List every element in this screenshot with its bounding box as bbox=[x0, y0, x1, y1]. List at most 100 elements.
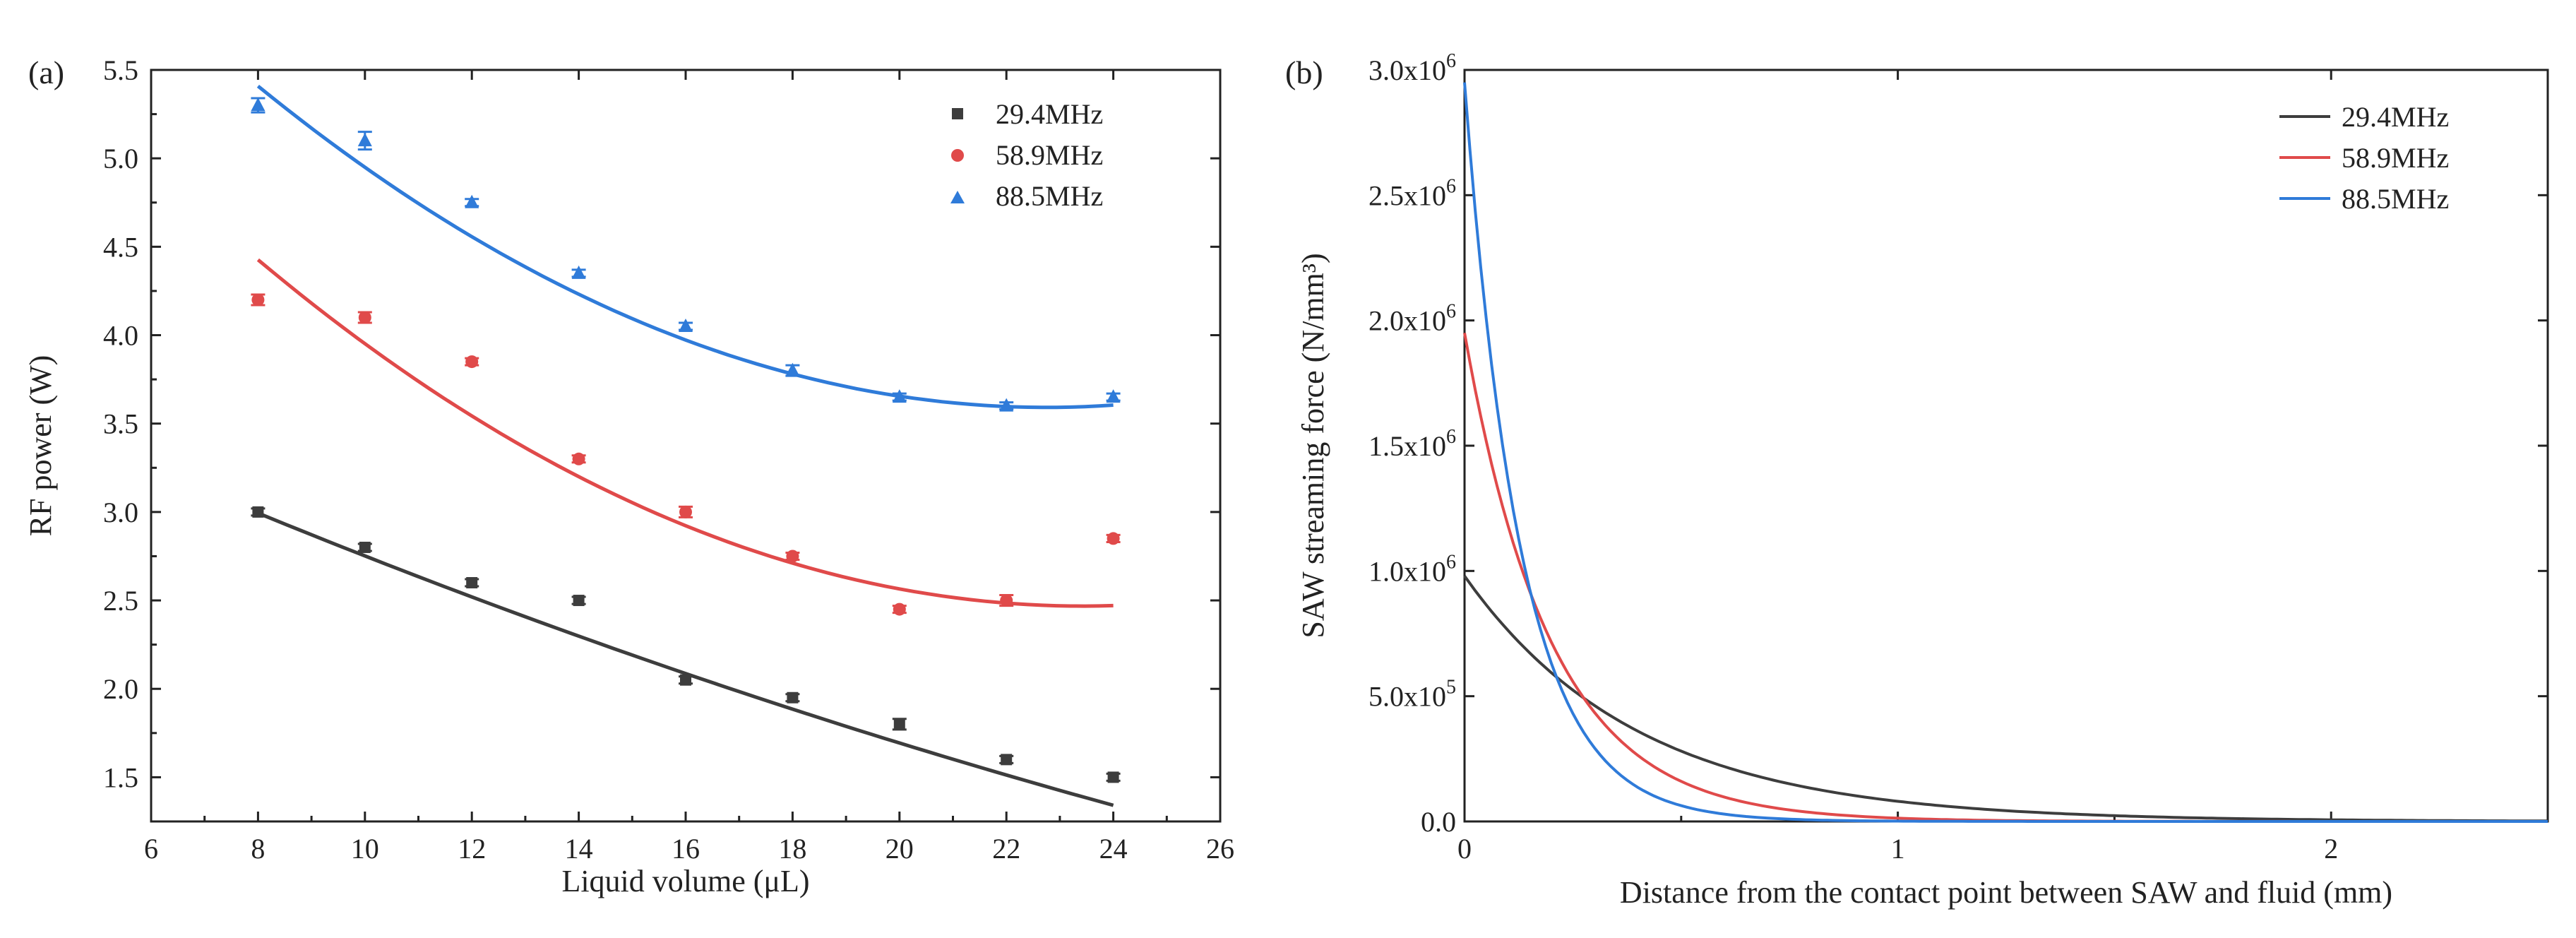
y-tick-label: 0.0 bbox=[1421, 806, 1456, 838]
y-tick-label: 3.0 bbox=[103, 497, 138, 528]
legend-label-88-5mhz: 88.5MHz bbox=[2342, 183, 2449, 215]
x-tick-label: 14 bbox=[565, 833, 593, 865]
data-point-square bbox=[252, 506, 264, 518]
x-tick-label: 24 bbox=[1099, 833, 1128, 865]
legend-marker-square bbox=[952, 108, 963, 119]
panel-a-x-axis-title: Liquid volume (μL) bbox=[561, 864, 809, 898]
panel-b-label: (b) bbox=[1285, 54, 1323, 90]
y-tick-exponent: 6 bbox=[1446, 426, 1456, 448]
panel-b-series-lines bbox=[1463, 82, 2548, 823]
y-tick-exponent: 6 bbox=[1446, 551, 1456, 573]
data-point-circle bbox=[679, 505, 692, 518]
data-point-triangle bbox=[1106, 389, 1121, 403]
data-point-triangle bbox=[571, 265, 586, 279]
data-point-circle bbox=[465, 355, 479, 369]
data-point-square bbox=[359, 541, 371, 553]
panel-a-y-axis-title: RF power (W) bbox=[23, 355, 58, 537]
fit-curve-88.5MHz bbox=[256, 84, 1114, 410]
legend-label-88-5mhz: 88.5MHz bbox=[996, 180, 1103, 212]
data-point-square bbox=[893, 718, 905, 730]
data-point-triangle bbox=[251, 97, 266, 112]
series-line-29.4MHz bbox=[1463, 575, 2548, 823]
panel-b-x-axis-title: Distance from the contact point between … bbox=[1620, 875, 2392, 910]
y-tick-mantissa: 1.5x10 bbox=[1368, 430, 1446, 462]
data-point-circle bbox=[358, 311, 371, 324]
y-tick-exponent: 6 bbox=[1446, 175, 1456, 197]
data-point-triangle bbox=[357, 133, 372, 147]
y-tick-mantissa: 3.0x10 bbox=[1368, 54, 1446, 86]
y-tick-mantissa: 2.5x10 bbox=[1368, 179, 1446, 211]
fit-curve-58.9MHz bbox=[256, 258, 1114, 608]
series-line-88.5MHz bbox=[1463, 82, 2548, 823]
panel-a-data-points bbox=[251, 97, 1121, 783]
data-point-triangle bbox=[465, 194, 479, 208]
y-tick-label: 5.0 bbox=[103, 143, 138, 174]
data-point-circle bbox=[786, 550, 799, 563]
y-tick-mantissa: 2.0x10 bbox=[1368, 305, 1446, 337]
x-tick-label: 26 bbox=[1206, 833, 1234, 865]
x-tick-label: 6 bbox=[144, 833, 158, 865]
panel-b-line-chart: (b) 0 1 20.05.0x1051.0x1061.5x1062.0x1062.… bbox=[1285, 50, 2549, 910]
y-tick-label: 2.0 bbox=[103, 673, 138, 705]
y-tick-label: 5.0x105 bbox=[1368, 677, 1456, 713]
data-point-square bbox=[1001, 754, 1013, 766]
data-point-circle bbox=[893, 602, 906, 616]
panel-a-label: (a) bbox=[28, 54, 64, 90]
y-tick-label: 2.5 bbox=[103, 585, 138, 617]
x-tick-label: 2 bbox=[2324, 833, 2338, 865]
y-tick-label: 1.5x106 bbox=[1368, 426, 1456, 462]
y-tick-label: 2.0x106 bbox=[1368, 301, 1456, 337]
series-line-58.9MHz bbox=[1463, 333, 2548, 823]
x-tick-label: 20 bbox=[886, 833, 914, 865]
y-tick-mantissa: 1.0x10 bbox=[1368, 555, 1446, 587]
data-point-circle bbox=[572, 452, 585, 465]
data-point-circle bbox=[251, 293, 265, 307]
data-point-triangle bbox=[999, 398, 1014, 412]
fit-curve-29.4MHz bbox=[257, 511, 1114, 807]
data-point-square bbox=[573, 595, 585, 607]
y-tick-label: 2.5x106 bbox=[1368, 175, 1456, 211]
x-tick-label: 16 bbox=[672, 833, 700, 865]
y-tick-label: 4.0 bbox=[103, 320, 138, 352]
legend-label-58-9mhz: 58.9MHz bbox=[2342, 142, 2449, 174]
panel-a-ticks: 6 8 10 12 14 16 18 20 22 24 26 1.5 2.0 2.5 3.0 3.5 4.0 4.… bbox=[103, 54, 1234, 865]
y-tick-label: 3.0x106 bbox=[1368, 50, 1456, 86]
y-tick-label: 1.0x106 bbox=[1368, 551, 1456, 587]
data-point-triangle bbox=[785, 362, 800, 376]
data-point-triangle bbox=[892, 389, 907, 403]
x-tick-label: 22 bbox=[992, 833, 1020, 865]
x-tick-label: 12 bbox=[458, 833, 486, 865]
x-tick-label: 18 bbox=[778, 833, 806, 865]
panel-b-legend: 29.4MHz 58.9MHz 88.5MHz bbox=[2279, 101, 2449, 215]
legend-marker-circle bbox=[951, 149, 964, 162]
data-point-square bbox=[1107, 771, 1119, 783]
panel-a-legend: 29.4MHz 58.9MHz 88.5MHz bbox=[950, 98, 1103, 212]
y-tick-exponent: 6 bbox=[1446, 50, 1456, 72]
x-tick-label: 1 bbox=[1891, 833, 1905, 865]
data-point-square bbox=[680, 674, 691, 686]
y-tick-exponent: 5 bbox=[1446, 677, 1456, 699]
y-tick-label: 3.5 bbox=[103, 408, 138, 440]
data-point-circle bbox=[1107, 532, 1120, 545]
panel-b-ticks: 0 1 20.05.0x1051.0x1061.5x1062.0x1062.5x10… bbox=[1368, 50, 2548, 865]
x-tick-label: 8 bbox=[251, 833, 265, 865]
data-point-triangle bbox=[679, 319, 693, 333]
panel-a-scatter-chart: (a) 6 8 10 12 14 16 18 20 22 24 26 1.5 2.0 2.5 3.0 3.5 4… bbox=[23, 54, 1234, 898]
y-tick-exponent: 6 bbox=[1446, 301, 1456, 323]
legend-label-58-9mhz: 58.9MHz bbox=[996, 139, 1103, 171]
panel-a-fit-curves bbox=[256, 84, 1114, 807]
y-tick-mantissa: 0.0 bbox=[1421, 806, 1456, 838]
legend-marker-triangle bbox=[950, 191, 965, 203]
data-point-circle bbox=[1000, 594, 1013, 607]
y-tick-label: 4.5 bbox=[103, 231, 138, 263]
data-point-square bbox=[466, 577, 478, 589]
y-tick-label: 5.5 bbox=[103, 54, 138, 86]
legend-label-29-4mhz: 29.4MHz bbox=[996, 98, 1103, 130]
panel-b-y-axis-title: SAW streaming force (N/mm³) bbox=[1296, 253, 1330, 638]
legend-label-29-4mhz: 29.4MHz bbox=[2342, 101, 2449, 133]
y-tick-label: 1.5 bbox=[103, 761, 138, 793]
x-tick-label: 10 bbox=[351, 833, 379, 865]
x-tick-label: 0 bbox=[1457, 833, 1472, 865]
y-tick-mantissa: 5.0x10 bbox=[1368, 681, 1446, 713]
